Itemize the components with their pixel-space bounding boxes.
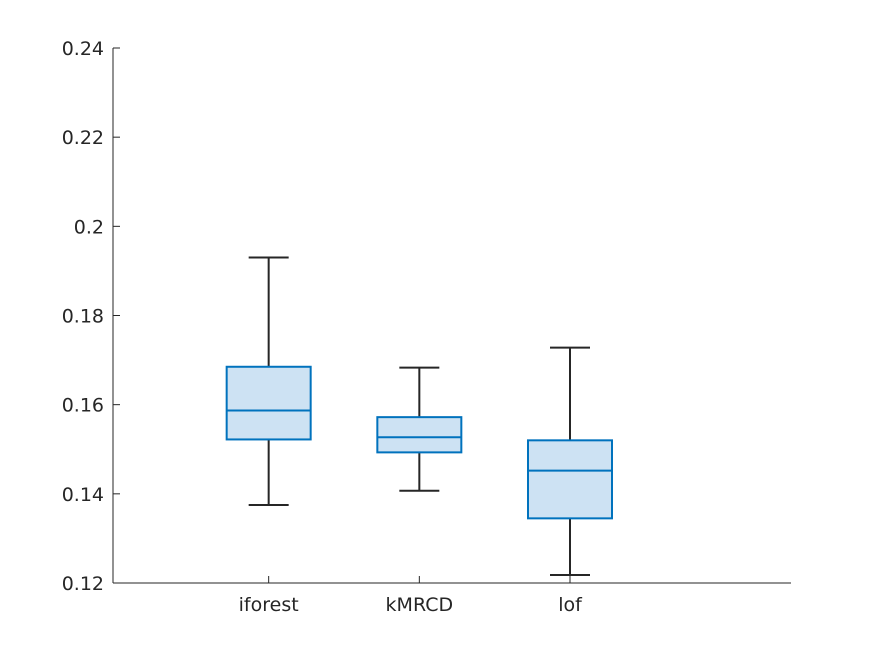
x-tick-label: lof [558,594,583,616]
x-tick-label: iforest [239,594,299,616]
y-tick-label: 0.22 [62,127,104,149]
x-tick-label: kMRCD [386,594,454,616]
box-kMRCD [376,366,463,492]
y-tick-label: 0.12 [62,573,104,595]
iqr-box [225,365,312,441]
y-tick-label: 0.14 [62,484,104,506]
boxes [225,256,613,576]
y-tick-label: 0.18 [62,306,104,328]
x-axis-ticks: iforest kMRCD lof [239,576,583,616]
y-tick-label: 0.2 [74,216,104,238]
y-tick-label: 0.24 [62,38,104,60]
box-iforest [225,256,312,506]
iqr-box [376,416,463,454]
y-tick-label: 0.16 [62,395,104,417]
y-axis-ticks: 0.12 0.14 0.16 0.18 0.2 0.22 0.24 [62,38,120,595]
box-lof [527,346,613,576]
iqr-box [527,439,613,520]
axes [112,48,791,584]
